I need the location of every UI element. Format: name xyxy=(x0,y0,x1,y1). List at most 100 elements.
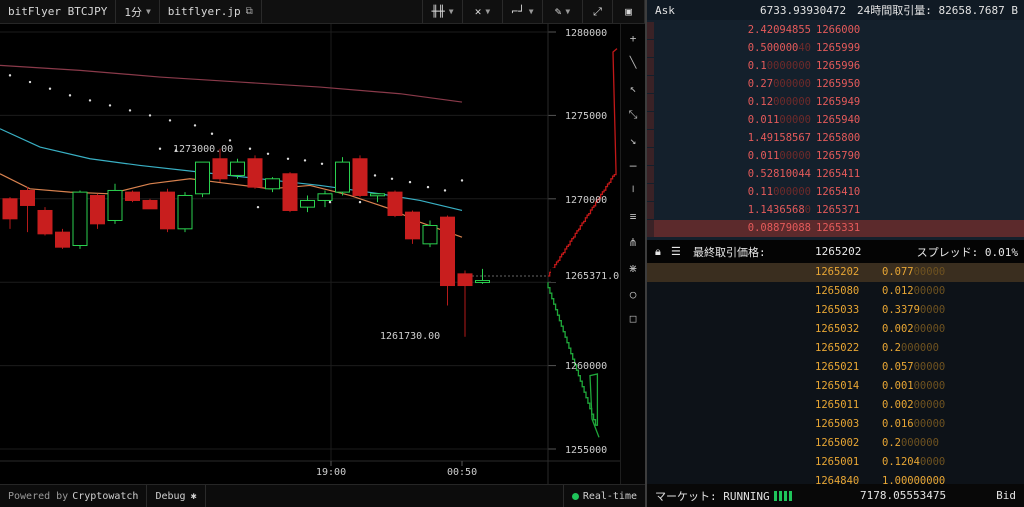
status-dot-icon xyxy=(571,492,579,500)
exchange-link[interactable]: bitflyer.jp ⧉ xyxy=(160,0,262,23)
circle-icon[interactable]: ○ xyxy=(629,288,637,301)
external-link-icon: ⧉ xyxy=(245,6,253,17)
debug-button[interactable]: Debug ✱ xyxy=(147,485,206,507)
bid-price: 1265003 xyxy=(815,418,860,430)
ask-row[interactable]: 0.01100000 1265940 xyxy=(647,112,1024,129)
bid-row[interactable]: 1265002 0.2000000 xyxy=(647,434,1024,453)
candle-up xyxy=(300,199,315,208)
fullscreen-button[interactable]: ⤢ xyxy=(583,0,613,23)
ask-qty: 0.08879088 xyxy=(747,222,811,234)
candle-down xyxy=(212,158,228,180)
bid-row[interactable]: 1265032 0.00200000 xyxy=(647,320,1024,339)
candlesticks xyxy=(2,148,490,337)
rectangle-icon[interactable]: □ xyxy=(629,312,637,325)
parallel-lines-icon[interactable]: ≡ xyxy=(629,210,637,223)
candles-button[interactable]: ╫╫ ▼ xyxy=(423,0,463,23)
y-label-4: 1260000 xyxy=(565,361,607,372)
candle-down xyxy=(142,199,158,210)
ask-row[interactable]: 0.52810044 1265411 xyxy=(647,166,1024,183)
bid-row[interactable]: 1265014 0.00100000 xyxy=(647,377,1024,396)
ask-row[interactable]: 0.10000000 1265996 xyxy=(647,58,1024,75)
ask-price: 1265999 xyxy=(816,42,861,54)
x-label-1: 00:50 xyxy=(447,467,477,478)
candle-down xyxy=(90,194,105,225)
ask-row[interactable]: 0.01100000 1265790 xyxy=(647,148,1024,165)
ask-qty: 0.50000040 xyxy=(747,42,811,54)
interval-label: 1分 xyxy=(124,5,142,19)
bid-qty: 0.01200000 xyxy=(882,285,946,297)
ask-qty: 1.14365680 xyxy=(747,204,811,216)
depth-bar xyxy=(647,202,654,219)
sar-dot xyxy=(320,162,324,165)
last-trade-label: 最終取引価格: xyxy=(693,245,766,259)
depth-curve xyxy=(547,48,618,438)
symbol-selector[interactable]: bitFlyer BTCJPY xyxy=(0,0,117,23)
powered-by[interactable]: Powered by Cryptowatch xyxy=(0,485,148,507)
market-status-label: マーケット: RUNNING xyxy=(655,489,770,503)
bid-row[interactable]: 1265011 0.00200000 xyxy=(647,396,1024,415)
market-status: マーケット: RUNNING xyxy=(655,488,792,504)
bid-row[interactable]: 1265003 0.01600000 xyxy=(647,415,1024,434)
sar-dot xyxy=(210,132,214,135)
bid-row[interactable]: 1265022 0.2000000 xyxy=(647,339,1024,358)
price-chart[interactable]: 1273000.00 1261730.00 1265371.0 1280000 … xyxy=(0,24,620,484)
ask-row[interactable]: 0.08879088 1265331 xyxy=(647,220,1024,237)
arrow-up-icon[interactable]: ↖ xyxy=(629,82,637,95)
screenshot-button[interactable]: ▣ xyxy=(613,0,645,23)
ask-row[interactable]: 0.11000000 1265410 xyxy=(647,184,1024,201)
y-label-1: 1275000 xyxy=(565,111,607,122)
exchange-label: bitflyer.jp xyxy=(167,5,241,18)
candle-up xyxy=(335,161,350,193)
list-icon[interactable]: ☰ xyxy=(671,245,681,258)
bid-price: 1265033 xyxy=(815,304,860,316)
ask-row[interactable]: 2.42094855 1266000 xyxy=(647,22,1024,39)
horizontal-line-icon[interactable]: ─ xyxy=(629,160,637,173)
sar-dot xyxy=(460,179,464,182)
sar-dot xyxy=(303,159,307,162)
ask-price: 1265949 xyxy=(816,96,861,108)
bid-row[interactable]: 1265021 0.05700000 xyxy=(647,358,1024,377)
bid-row[interactable]: 1265202 0.07700000 xyxy=(647,263,1024,282)
chart-panel: bitFlyer BTCJPY 1分 ▼ bitflyer.jp ⧉ ╫╫ ▼ ✕ ▼ … xyxy=(0,0,645,507)
bid-qty: 0.2000000 xyxy=(882,342,939,354)
draw-button[interactable]: ✎ ▼ xyxy=(543,0,583,23)
bid-row[interactable]: 1265033 0.33790000 xyxy=(647,301,1024,320)
lock-icon[interactable]: 🔒︎ xyxy=(655,244,661,258)
ask-label: Ask xyxy=(655,3,675,17)
interval-selector[interactable]: 1分 ▼ xyxy=(116,0,160,23)
ask-row[interactable]: 1.14365680 1265371 xyxy=(647,202,1024,219)
candle-down xyxy=(440,216,455,287)
ask-row[interactable]: 0.50000040 1265999 xyxy=(647,40,1024,57)
arrow-down-icon[interactable]: ↘ xyxy=(629,134,637,147)
candle-down xyxy=(37,209,53,235)
candle-up xyxy=(177,194,193,230)
sar-dot xyxy=(228,139,232,142)
asks-list: 2.42094855 1266000 0.50000040 1265999 0.1000… xyxy=(647,20,1024,240)
parabolic-sar xyxy=(8,74,464,209)
fibonacci-icon[interactable]: ⋇ xyxy=(628,262,638,275)
line-style-button[interactable]: ⌐┘ ▼ xyxy=(503,0,543,23)
sar-dot xyxy=(8,74,12,77)
ray-icon[interactable]: ⤡ xyxy=(628,108,638,121)
bid-row[interactable]: 1265001 0.12040000 xyxy=(647,453,1024,472)
line-style-icon: ⌐┘ xyxy=(511,5,525,18)
bid-row[interactable]: 1265080 0.01200000 xyxy=(647,282,1024,301)
depth-bar xyxy=(647,112,654,129)
pitchfork-icon[interactable]: ⋔ xyxy=(628,236,638,249)
chart-toolbar: bitFlyer BTCJPY 1分 ▼ bitflyer.jp ⧉ ╫╫ ▼ ✕ ▼ … xyxy=(0,0,645,24)
volume-24h: 24時間取引量: 82658.7687 B xyxy=(857,4,1018,17)
ask-price: 1266000 xyxy=(816,24,861,36)
vertical-line-icon[interactable]: ╵ xyxy=(629,186,637,199)
ask-row[interactable]: 0.12000000 1265949 xyxy=(647,94,1024,111)
bid-price: 1265032 xyxy=(815,323,860,335)
ask-qty: 1.49158567 xyxy=(747,132,811,144)
ask-row[interactable]: 0.27000000 1265950 xyxy=(647,76,1024,93)
line-icon[interactable]: ╲ xyxy=(629,56,637,69)
ask-qty: 0.27000000 xyxy=(747,78,811,90)
indicators-icon: ✕ xyxy=(474,5,482,18)
realtime-status[interactable]: Real-time xyxy=(562,485,645,507)
plus-icon[interactable]: + xyxy=(629,32,637,45)
ask-row[interactable]: 1.49158567 1265800 xyxy=(647,130,1024,147)
ask-qty: 0.01100000 xyxy=(747,114,811,126)
indicators-button[interactable]: ✕ ▼ xyxy=(463,0,503,23)
